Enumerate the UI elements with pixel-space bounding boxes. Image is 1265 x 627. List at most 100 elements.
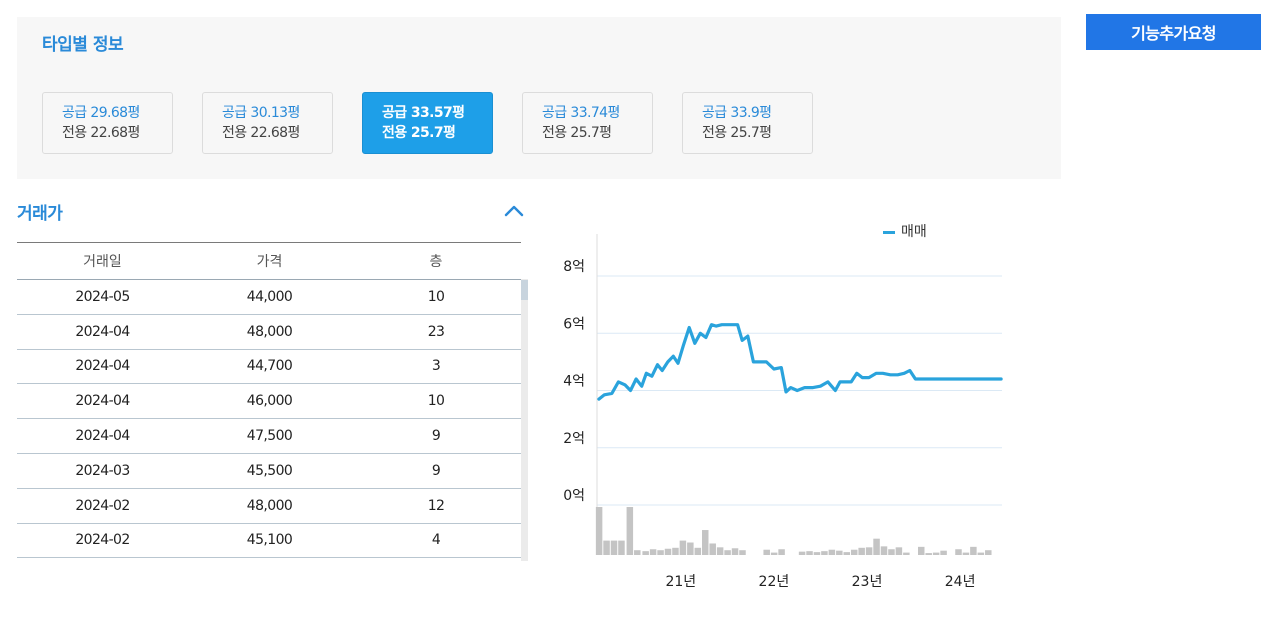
legend-label: 매매 <box>901 224 927 240</box>
volume-bar <box>642 551 649 555</box>
cell-floor: 23 <box>351 314 521 350</box>
type-card-supply: 공급 33.9평 <box>702 105 772 121</box>
volume-bar <box>724 550 731 555</box>
cell-date: 2024-02 <box>17 523 188 559</box>
price-line-series <box>597 323 1003 401</box>
cell-floor: 4 <box>351 523 521 559</box>
volume-bar <box>664 548 672 555</box>
cell-floor: 9 <box>351 453 521 489</box>
table-row: 2024-04 46,000 10 <box>17 383 521 420</box>
volume-bar <box>679 540 687 555</box>
cell-price: 45,500 <box>188 453 351 489</box>
trade-table-container[interactable]: 거래일 가격 층 2024-05 44,000 10 2024-04 48,00… <box>17 242 528 561</box>
chevron-up-icon[interactable] <box>502 201 526 221</box>
price-chart-svg: 0억 2억 4억 6억 8억 21년 22년 23년 24년 <box>563 234 1003 590</box>
type-card-supply: 공급 33.74평 <box>542 105 620 121</box>
volume-bar <box>626 507 634 555</box>
table-row: 2024-04 48,000 23 <box>17 314 521 350</box>
cell-price: 44,700 <box>188 349 351 385</box>
volume-bar <box>806 551 813 555</box>
table-row: 2024-04 44,700 3 <box>17 349 521 385</box>
cell-floor: 10 <box>351 279 521 315</box>
x-tick-label: 24년 <box>945 574 976 590</box>
type-card-3-selected[interactable]: 공급 33.57평 전용 25.7평 <box>362 92 493 154</box>
table-header-row: 거래일 가격 층 <box>17 242 521 280</box>
column-header-date[interactable]: 거래일 <box>17 242 188 280</box>
x-tick-label: 21년 <box>665 574 696 590</box>
x-tick-label: 22년 <box>759 574 790 590</box>
type-card-4[interactable]: 공급 33.74평 전용 25.7평 <box>522 92 653 154</box>
chart-legend[interactable]: 매매 <box>883 221 927 241</box>
legend-line-icon <box>883 230 895 234</box>
volume-bar <box>709 543 716 555</box>
type-card-exclusive: 전용 25.7평 <box>382 125 456 141</box>
cell-price: 44,000 <box>188 279 351 315</box>
x-tick-label: 23년 <box>852 574 883 590</box>
cell-price: 46,000 <box>188 383 351 420</box>
volume-bar <box>970 546 977 555</box>
y-tick-label: 6억 <box>563 316 585 332</box>
volume-bar <box>603 540 610 555</box>
cell-price: 48,000 <box>188 488 351 524</box>
volume-bar <box>770 552 778 555</box>
cell-floor: 3 <box>351 349 521 385</box>
table-row: 2024-04 47,500 9 <box>17 418 521 454</box>
cell-price: 48,000 <box>188 314 351 350</box>
volume-bar <box>940 550 947 555</box>
table-scrollbar[interactable] <box>521 279 528 561</box>
table-scrollbar-thumb[interactable] <box>521 280 528 300</box>
type-info-panel: 타입별 정보 공급 29.68평 전용 22.68평 공급 30.13평 전용 … <box>17 17 1061 179</box>
cell-floor: 10 <box>351 383 521 420</box>
trade-section-title: 거래가 <box>17 204 63 224</box>
cell-date: 2024-04 <box>17 383 188 420</box>
volume-bar <box>610 540 618 555</box>
type-info-title: 타입별 정보 <box>42 35 124 55</box>
volume-bar <box>731 548 739 555</box>
cell-date: 2024-04 <box>17 418 188 454</box>
type-card-2[interactable]: 공급 30.13평 전용 22.68평 <box>202 92 333 154</box>
column-header-price[interactable]: 가격 <box>188 242 351 280</box>
volume-bar <box>985 550 992 555</box>
type-card-5[interactable]: 공급 33.9평 전용 25.7평 <box>682 92 813 154</box>
volume-bar <box>850 549 858 555</box>
cell-floor: 9 <box>351 418 521 454</box>
volume-bar <box>687 542 694 555</box>
volume-bar <box>843 552 851 555</box>
cell-floor: 12 <box>351 488 521 524</box>
volume-bar <box>858 547 865 555</box>
column-header-floor[interactable]: 층 <box>351 242 521 280</box>
table-row: 2024-02 45,100 4 <box>17 523 521 559</box>
volume-bar <box>932 552 940 555</box>
table-row: 2024-03 45,500 9 <box>17 453 521 489</box>
volume-bar <box>895 547 903 555</box>
volume-bar <box>634 550 641 555</box>
volume-bar <box>798 551 806 555</box>
volume-bar <box>672 547 679 555</box>
type-card-supply: 공급 29.68평 <box>62 105 140 121</box>
volume-bar <box>649 549 657 555</box>
y-tick-label: 4억 <box>563 374 585 390</box>
y-tick-label: 0억 <box>563 488 585 504</box>
y-tick-label: 2억 <box>563 431 585 447</box>
volume-bar <box>962 552 970 555</box>
type-card-1[interactable]: 공급 29.68평 전용 22.68평 <box>42 92 173 154</box>
y-tick-label: 8억 <box>563 259 585 275</box>
volume-bar <box>925 553 932 555</box>
type-card-exclusive: 전용 25.7평 <box>542 125 612 141</box>
volume-bar <box>694 547 702 555</box>
volume-bar <box>657 550 664 555</box>
volume-bar <box>739 550 746 555</box>
cell-date: 2024-04 <box>17 314 188 350</box>
volume-bar <box>702 530 709 555</box>
table-row: 2024-02 48,000 12 <box>17 488 521 524</box>
volume-bar <box>977 552 985 555</box>
cell-date: 2024-04 <box>17 349 188 385</box>
volume-bar <box>918 546 925 555</box>
volume-bar <box>865 547 873 555</box>
volume-bar <box>763 549 770 555</box>
volume-bar <box>903 552 910 555</box>
volume-bar <box>880 546 888 555</box>
feature-request-button[interactable]: 기능추가요청 <box>1086 14 1261 50</box>
type-card-exclusive: 전용 22.68평 <box>62 125 140 141</box>
volume-bar <box>955 549 962 555</box>
